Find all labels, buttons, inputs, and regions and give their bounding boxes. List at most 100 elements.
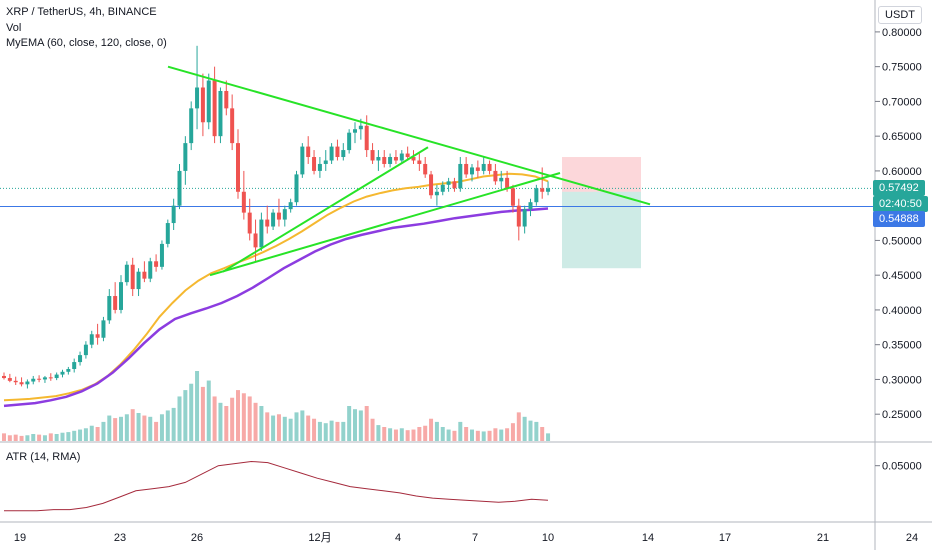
candle-body: [388, 157, 393, 164]
trendline-3: [222, 146, 429, 273]
volume-bar: [487, 430, 492, 441]
y-tick-label: 0.25000: [882, 409, 922, 421]
candle-body: [429, 174, 434, 196]
candle-body: [54, 374, 59, 379]
candle-body: [487, 163, 492, 171]
trendline-2: [209, 172, 561, 277]
candle-body: [300, 146, 305, 175]
trendline-1: [167, 65, 651, 206]
candle-body: [7, 378, 12, 381]
candle-body: [136, 271, 141, 290]
volume-bar: [382, 427, 387, 441]
x-tick-label: 12月: [308, 532, 331, 544]
candle-body: [405, 153, 410, 158]
volume-bar: [101, 421, 106, 441]
candle-body: [183, 143, 188, 171]
volume-bar: [341, 421, 346, 441]
atr-line: [4, 460, 549, 512]
y-tick-label: 0.45000: [882, 270, 922, 282]
candle-body: [200, 87, 205, 123]
candle-body: [230, 108, 235, 144]
y-tick-label: 0.75000: [882, 62, 922, 74]
volume-bar: [546, 433, 551, 441]
candle-body: [493, 170, 498, 182]
volume-bar: [253, 402, 258, 441]
volume-bar: [54, 434, 59, 441]
candle-body: [31, 378, 36, 382]
volume-bar: [329, 420, 334, 441]
candle-body: [83, 344, 88, 356]
volume-bar: [347, 406, 352, 441]
y-tick-label: 0.30000: [882, 374, 922, 386]
volume-bar: [376, 425, 381, 441]
candle-body: [148, 261, 153, 279]
candle-body: [171, 205, 176, 224]
volume-bar: [66, 432, 71, 441]
volume-bar: [259, 406, 264, 441]
candle-body: [165, 223, 170, 244]
volume-bar: [317, 421, 322, 441]
candle-body: [253, 233, 258, 248]
candle-body: [276, 212, 281, 220]
last-price-tag: 0.57492: [873, 180, 925, 196]
candle-body: [218, 90, 223, 137]
volume-bar: [236, 390, 240, 441]
candle-body: [19, 382, 24, 385]
volume-bar: [300, 410, 305, 441]
candle-body: [358, 125, 363, 130]
volume-bar: [493, 428, 498, 441]
candle-body: [534, 188, 539, 203]
volume-bar: [130, 409, 135, 441]
volume-bar: [148, 416, 153, 441]
volume-bar: [95, 427, 100, 441]
volume-bar: [189, 383, 194, 441]
candle-body: [247, 212, 252, 234]
y-tick-label: 0.40000: [882, 305, 922, 317]
volume-bar: [540, 427, 545, 441]
candle-body: [317, 163, 322, 171]
candle-body: [341, 150, 346, 158]
candle-body: [440, 184, 445, 192]
x-tick-label: 19: [14, 532, 26, 544]
volume-bar: [2, 433, 6, 441]
x-tick-label: 26: [191, 532, 203, 544]
candle-body: [37, 378, 42, 380]
volume-bar: [247, 396, 252, 441]
volume-bar: [19, 435, 24, 441]
volume-bar: [323, 423, 328, 441]
volume-bar: [505, 428, 510, 441]
y-tick-label: 0.65000: [882, 131, 922, 143]
volume-bar: [218, 402, 223, 441]
candle-body: [282, 209, 287, 220]
currency-button[interactable]: USDT: [878, 6, 922, 24]
candle-body: [353, 129, 357, 133]
candle-body: [212, 80, 217, 137]
volume-bar: [78, 429, 83, 441]
candle-body: [312, 157, 317, 171]
volume-bar: [388, 428, 393, 441]
volume-bar: [195, 371, 200, 441]
candle-body: [382, 157, 387, 164]
candle-body: [13, 380, 18, 383]
volume-bar: [528, 420, 533, 441]
candle-body: [72, 362, 77, 370]
volume-bar: [452, 430, 457, 441]
volume-bar: [458, 421, 463, 441]
candle-body: [2, 375, 6, 379]
candle-body: [464, 163, 469, 175]
y-tick-label: 0.70000: [882, 96, 922, 108]
candle-body: [364, 125, 369, 151]
candle-body: [393, 157, 398, 161]
candle-body: [48, 377, 53, 379]
candle-body: [294, 174, 299, 203]
x-tick-label: 10: [542, 532, 554, 544]
volume-bar: [417, 427, 422, 441]
candle-body: [195, 87, 200, 109]
volume-bar: [142, 415, 147, 441]
volume-bar: [200, 386, 205, 441]
volume-bar: [31, 434, 36, 441]
volume-bar: [475, 430, 480, 441]
candle-body: [142, 271, 147, 279]
candle-body: [499, 177, 504, 182]
